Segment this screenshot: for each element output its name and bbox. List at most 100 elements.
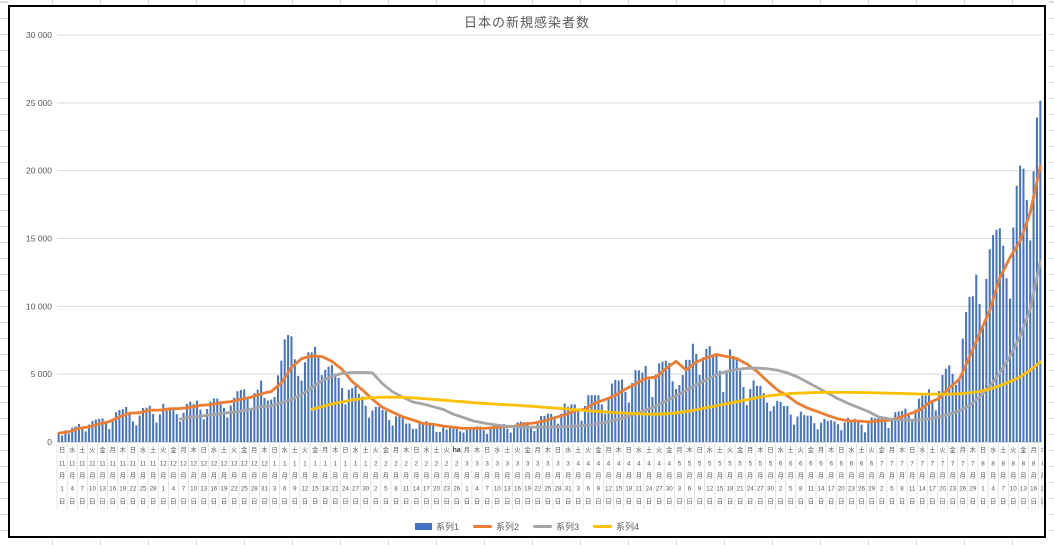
svg-text:金: 金 (383, 445, 390, 454)
svg-text:13: 13 (99, 486, 107, 493)
svg-text:月: 月 (626, 472, 632, 480)
line-series3 (178, 260, 1042, 429)
svg-text:日: 日 (686, 498, 692, 506)
svg-text:4: 4 (647, 461, 651, 468)
svg-text:月: 月 (636, 472, 642, 480)
svg-text:1: 1 (465, 486, 469, 493)
svg-text:23: 23 (443, 486, 451, 493)
svg-text:月: 月 (120, 472, 126, 480)
svg-text:月: 月 (798, 472, 804, 480)
svg-text:月: 月 (960, 446, 966, 454)
svg-text:4: 4 (637, 461, 641, 468)
svg-text:2: 2 (779, 486, 783, 493)
svg-text:18: 18 (625, 486, 633, 493)
x-axis-separators (56, 444, 1043, 509)
svg-text:月: 月 (535, 472, 541, 480)
svg-text:8: 8 (991, 461, 995, 468)
legend-item-series1[interactable]: 系列1 (414, 520, 459, 533)
svg-text:1: 1 (162, 486, 166, 493)
legend-item-series2[interactable]: 系列2 (472, 520, 519, 533)
svg-text:日: 日 (484, 446, 490, 454)
svg-text:月: 月 (140, 472, 146, 480)
svg-text:2: 2 (374, 486, 378, 493)
svg-text:4: 4 (991, 486, 995, 493)
svg-text:3: 3 (556, 461, 560, 468)
svg-text:日: 日 (302, 498, 308, 506)
svg-text:月: 月 (828, 472, 834, 480)
svg-text:25: 25 (544, 486, 552, 493)
svg-text:20: 20 (939, 486, 947, 493)
svg-text:木: 木 (545, 445, 552, 454)
svg-text:月: 月 (251, 472, 257, 480)
svg-text:2: 2 (445, 461, 449, 468)
svg-text:2: 2 (374, 461, 378, 468)
svg-text:24: 24 (645, 486, 653, 493)
svg-text:11: 11 (120, 461, 127, 468)
svg-text:3: 3 (576, 486, 580, 493)
svg-text:月: 月 (504, 472, 510, 480)
svg-text:28: 28 (150, 486, 158, 493)
svg-text:25: 25 (139, 486, 147, 493)
svg-text:月: 月 (433, 472, 439, 480)
svg-text:月: 月 (717, 472, 723, 480)
svg-text:金: 金 (99, 445, 106, 454)
svg-text:日: 日 (271, 498, 277, 506)
svg-text:日: 日 (696, 446, 702, 454)
svg-text:日: 日 (130, 446, 136, 454)
svg-text:12: 12 (261, 461, 269, 468)
svg-text:土: 土 (150, 445, 156, 454)
svg-text:7: 7 (81, 486, 85, 493)
svg-text:日: 日 (484, 498, 490, 506)
svg-text:水: 水 (423, 445, 430, 454)
svg-text:日: 日 (605, 498, 611, 506)
svg-text:月: 月 (130, 472, 136, 480)
svg-text:木: 木 (616, 445, 623, 454)
svg-text:月: 月 (443, 472, 449, 480)
svg-text:1: 1 (354, 461, 358, 468)
svg-text:月: 月 (727, 472, 733, 480)
svg-text:日: 日 (261, 498, 267, 506)
legend-item-series3[interactable]: 系列3 (533, 520, 579, 533)
svg-text:火: 火 (373, 447, 380, 454)
svg-text:月: 月 (757, 472, 763, 480)
svg-text:日: 日 (170, 498, 176, 506)
svg-text:月: 月 (150, 472, 156, 480)
svg-text:火: 火 (1010, 447, 1017, 454)
svg-text:月: 月 (980, 472, 986, 480)
svg-text:月: 月 (565, 472, 571, 480)
svg-text:月: 月 (970, 472, 976, 480)
svg-text:12: 12 (220, 461, 228, 468)
svg-text:日: 日 (808, 498, 814, 506)
svg-text:火: 火 (89, 447, 96, 454)
chart-object[interactable]: 日本の新規感染者数 30 000 25 000 20 000 15 000 10 000… (8, 5, 1046, 538)
legend-label: 系列1 (435, 522, 459, 532)
svg-text:日: 日 (352, 498, 358, 506)
svg-text:金: 金 (241, 445, 248, 454)
svg-text:2: 2 (404, 461, 408, 468)
svg-text:日: 日 (140, 498, 146, 506)
spreadsheet-gridline-stubs-bottom (0, 540, 1054, 545)
svg-text:日: 日 (707, 498, 713, 506)
svg-text:22: 22 (129, 486, 137, 493)
svg-text:3: 3 (475, 461, 479, 468)
svg-text:3: 3 (485, 461, 489, 468)
svg-text:日: 日 (160, 498, 166, 506)
svg-text:月: 月 (919, 472, 925, 480)
svg-text:火: 火 (443, 447, 450, 454)
svg-text:日: 日 (190, 498, 196, 506)
svg-text:日: 日 (545, 498, 551, 506)
svg-text:4: 4 (668, 461, 672, 468)
svg-text:日: 日 (777, 498, 783, 506)
svg-text:日: 日 (221, 498, 227, 506)
svg-text:日: 日 (858, 498, 864, 506)
svg-text:12: 12 (170, 461, 178, 468)
svg-text:月: 月 (261, 472, 267, 480)
svg-text:14: 14 (919, 486, 927, 493)
svg-text:26: 26 (858, 486, 866, 493)
svg-text:日: 日 (575, 498, 581, 506)
svg-text:日: 日 (798, 498, 804, 506)
legend-item-series4[interactable]: 系列4 (593, 520, 639, 533)
svg-text:水: 水 (352, 445, 359, 454)
svg-text:月: 月 (838, 472, 844, 480)
